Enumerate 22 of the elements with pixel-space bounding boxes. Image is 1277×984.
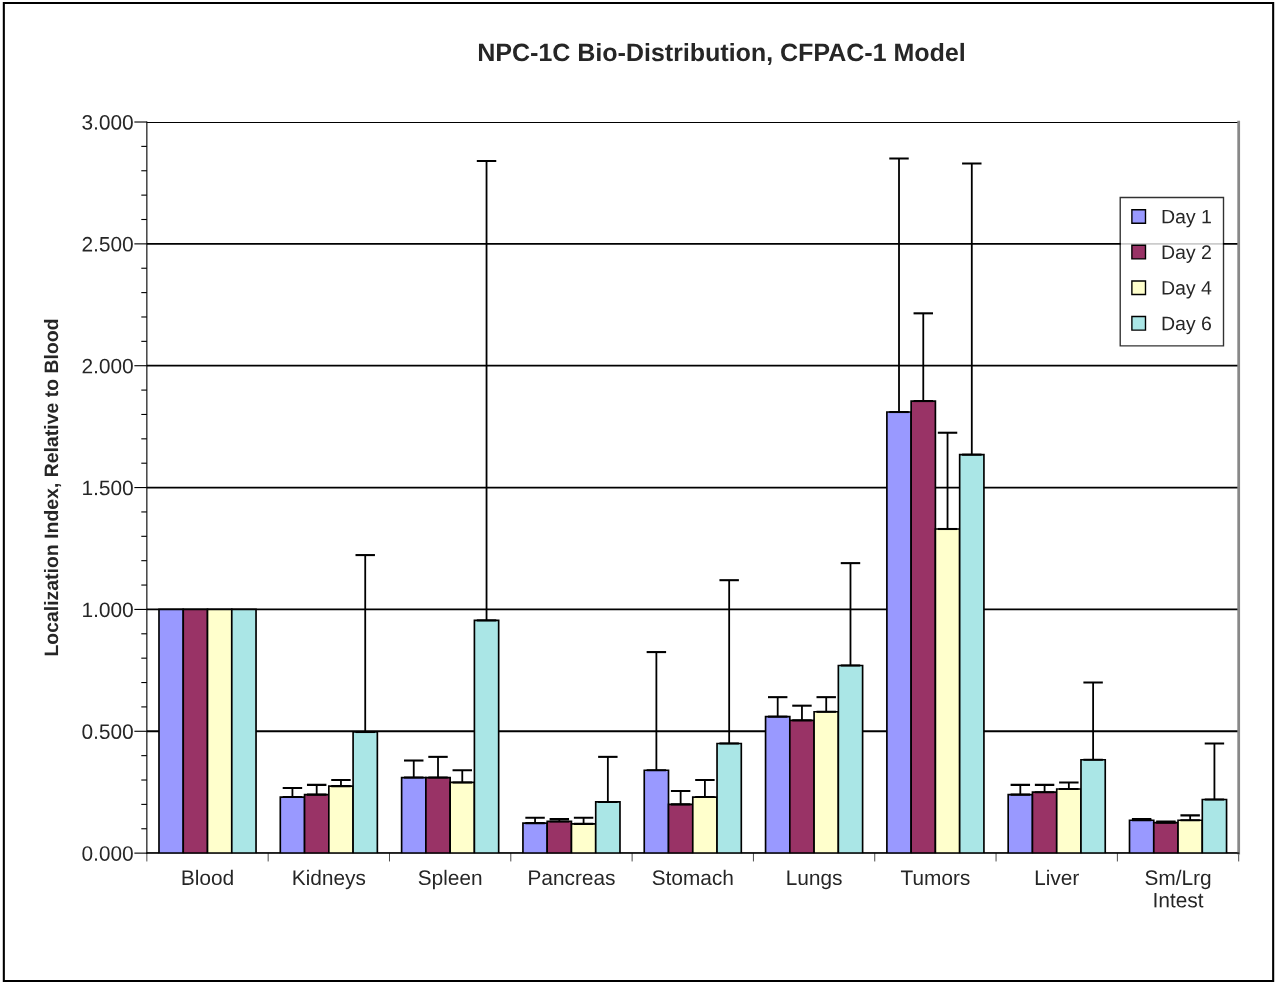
x-tick-label: Spleen (418, 869, 482, 890)
x-tick-label: Lungs (787, 870, 842, 890)
x-tick-label: Kidneys (293, 869, 366, 890)
y-tick-label: 1.500 (83, 480, 133, 496)
x-tick-label: Blood (182, 869, 233, 886)
x-tick-label: Liver (1035, 869, 1079, 886)
y-tick-label: 2.000 (82, 358, 133, 374)
legend-label: Day 1 (1162, 209, 1211, 228)
x-tick-label: Stomach (652, 869, 733, 886)
legend-label: Day 2 (1162, 245, 1211, 263)
x-tick-label: Tumors (900, 870, 970, 886)
legend-label: Day 6 (1162, 316, 1211, 335)
legend-label: Day 4 (1162, 281, 1212, 299)
y-axis-title: Localization Index, Relative to Blood (43, 319, 62, 656)
x-tick-label: Pancreas (529, 870, 615, 886)
chart-title: NPC-1C Bio-Distribution, CFPAC-1 Model (478, 42, 964, 65)
y-tick-label: 2.500 (82, 236, 133, 252)
y-tick-label: 0.000 (82, 846, 133, 861)
y-tick-label: 1.000 (83, 602, 133, 618)
y-tick-label: 0.500 (82, 724, 133, 740)
x-tick-label: Sm/Lrg Intest (1145, 869, 1211, 908)
y-tick-label: 3.000 (82, 115, 133, 130)
